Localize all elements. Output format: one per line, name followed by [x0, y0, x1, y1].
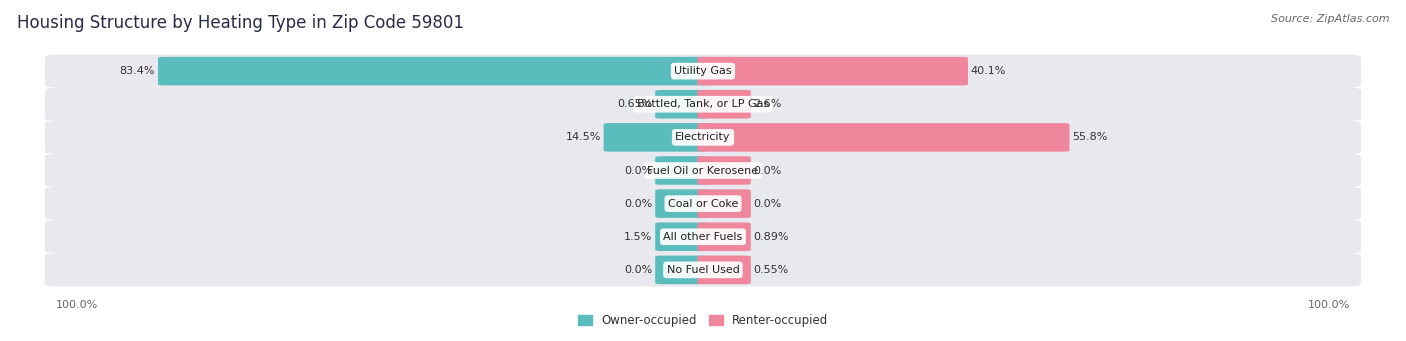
FancyBboxPatch shape [655, 156, 709, 185]
Text: Bottled, Tank, or LP Gas: Bottled, Tank, or LP Gas [637, 99, 769, 109]
Legend: Owner-occupied, Renter-occupied: Owner-occupied, Renter-occupied [572, 309, 834, 332]
Text: 83.4%: 83.4% [120, 66, 155, 76]
Text: All other Fuels: All other Fuels [664, 232, 742, 242]
FancyBboxPatch shape [45, 55, 1361, 88]
Text: Fuel Oil or Kerosene: Fuel Oil or Kerosene [647, 165, 759, 176]
Text: Electricity: Electricity [675, 132, 731, 143]
FancyBboxPatch shape [697, 90, 751, 119]
Text: 0.65%: 0.65% [617, 99, 652, 109]
FancyBboxPatch shape [45, 88, 1361, 121]
Text: No Fuel Used: No Fuel Used [666, 265, 740, 275]
Text: Housing Structure by Heating Type in Zip Code 59801: Housing Structure by Heating Type in Zip… [17, 14, 464, 32]
FancyBboxPatch shape [697, 123, 1070, 152]
FancyBboxPatch shape [655, 222, 709, 251]
Text: Utility Gas: Utility Gas [675, 66, 731, 76]
Text: 0.0%: 0.0% [624, 265, 652, 275]
Text: 2.6%: 2.6% [754, 99, 782, 109]
Text: 0.0%: 0.0% [754, 165, 782, 176]
Text: 0.55%: 0.55% [754, 265, 789, 275]
Text: 0.0%: 0.0% [754, 198, 782, 209]
FancyBboxPatch shape [697, 57, 967, 85]
Text: 40.1%: 40.1% [970, 66, 1007, 76]
Text: 1.5%: 1.5% [624, 232, 652, 242]
FancyBboxPatch shape [697, 156, 751, 185]
FancyBboxPatch shape [45, 121, 1361, 154]
FancyBboxPatch shape [655, 90, 709, 119]
FancyBboxPatch shape [655, 256, 709, 284]
Text: 100.0%: 100.0% [1308, 300, 1350, 310]
Text: 0.89%: 0.89% [754, 232, 789, 242]
FancyBboxPatch shape [697, 256, 751, 284]
FancyBboxPatch shape [697, 222, 751, 251]
FancyBboxPatch shape [45, 154, 1361, 187]
Text: 55.8%: 55.8% [1073, 132, 1108, 143]
Text: Source: ZipAtlas.com: Source: ZipAtlas.com [1271, 14, 1389, 24]
Text: 14.5%: 14.5% [565, 132, 600, 143]
FancyBboxPatch shape [157, 57, 709, 85]
Text: 100.0%: 100.0% [56, 300, 98, 310]
FancyBboxPatch shape [45, 187, 1361, 220]
Text: 0.0%: 0.0% [624, 165, 652, 176]
FancyBboxPatch shape [603, 123, 709, 152]
Text: 0.0%: 0.0% [624, 198, 652, 209]
Text: Coal or Coke: Coal or Coke [668, 198, 738, 209]
FancyBboxPatch shape [45, 253, 1361, 286]
FancyBboxPatch shape [655, 189, 709, 218]
FancyBboxPatch shape [697, 189, 751, 218]
FancyBboxPatch shape [45, 220, 1361, 253]
